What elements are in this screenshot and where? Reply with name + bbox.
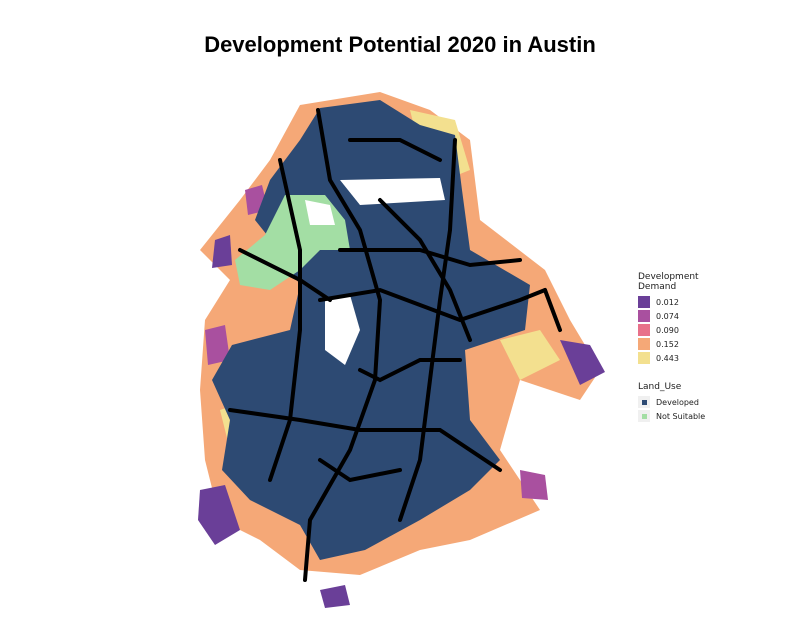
legend-swatch xyxy=(638,352,650,364)
legend-title: Development Demand xyxy=(638,272,699,292)
legend-label: Developed xyxy=(656,397,699,407)
legend-item: 0.090 xyxy=(638,323,708,337)
lake-holes xyxy=(305,178,445,365)
legend-item: Not Suitable xyxy=(638,409,708,423)
legend-swatch xyxy=(638,338,650,350)
legend-label: 0.152 xyxy=(656,339,679,349)
legend-swatch xyxy=(638,310,650,322)
legend-label: 0.012 xyxy=(656,297,679,307)
legend-dot xyxy=(641,399,647,405)
demand-legend: Development Demand 0.012 0.074 0.090 0.152 0… xyxy=(638,272,708,365)
legend-item: Developed xyxy=(638,395,708,409)
legend-item: 0.443 xyxy=(638,351,708,365)
purple-patches xyxy=(198,235,605,608)
legend-label: 0.090 xyxy=(656,325,679,335)
legend-swatch xyxy=(638,296,650,308)
land-use-legend: Land_Use Developed Not Suitable xyxy=(638,382,708,423)
map-title: Development Potential 2020 in Austin xyxy=(204,32,596,57)
roads xyxy=(228,108,562,582)
legend-swatch xyxy=(638,410,650,422)
legend-label: 0.074 xyxy=(656,311,679,321)
legend-dot xyxy=(641,413,647,419)
legend-title: Land_Use xyxy=(638,382,682,392)
legend-item: 0.012 xyxy=(638,295,708,309)
legend-item: 0.152 xyxy=(638,337,708,351)
legend-item: 0.074 xyxy=(638,309,708,323)
legend-label: 0.443 xyxy=(656,353,679,363)
legend-label: Not Suitable xyxy=(656,411,706,421)
legend-swatch xyxy=(638,396,650,408)
legend-swatch xyxy=(638,324,650,336)
